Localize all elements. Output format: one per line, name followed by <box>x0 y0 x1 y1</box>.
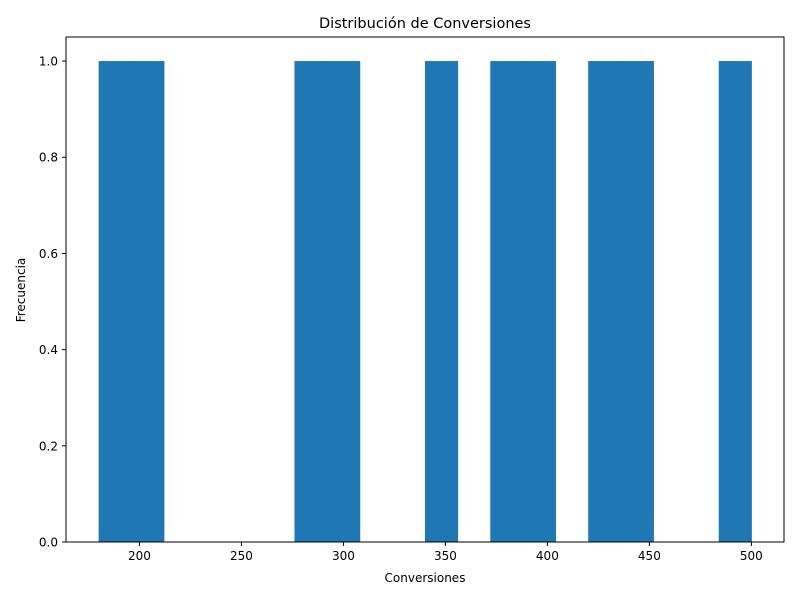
histogram-bar-5 <box>490 61 524 543</box>
histogram-bar-1 <box>131 61 165 543</box>
plot-frame <box>65 36 785 543</box>
histogram-bar-7 <box>588 61 622 543</box>
x-tick-label-2: 300 <box>332 549 355 563</box>
histogram-bar-0 <box>98 61 132 543</box>
y-tick-label-1: 0.2 <box>39 439 58 453</box>
y-tick-label-5: 1.0 <box>39 55 58 69</box>
x-tick-label-6: 500 <box>740 549 763 563</box>
x-tick-label-5: 450 <box>638 549 661 563</box>
x-tick-label-4: 400 <box>536 549 559 563</box>
x-axis-label: Conversiones <box>385 571 466 585</box>
x-axis-ticks: 200 250 300 350 400 450 500 <box>128 542 763 563</box>
x-tick-label-1: 250 <box>230 549 253 563</box>
y-tick-label-0: 0.0 <box>39 536 58 550</box>
bars-layer <box>98 61 752 543</box>
y-axis-label: Frecuencia <box>14 258 28 323</box>
y-tick-label-3: 0.6 <box>39 247 58 261</box>
x-tick-label-3: 350 <box>434 549 457 563</box>
histogram-bar-9 <box>718 61 752 543</box>
x-tick-label-0: 200 <box>128 549 151 563</box>
histogram-bar-3 <box>327 61 361 543</box>
histogram-bar-4 <box>425 61 459 543</box>
histogram-bar-2 <box>294 61 328 543</box>
chart-title: Distribución de Conversiones <box>319 16 531 32</box>
y-tick-label-4: 0.8 <box>39 151 58 165</box>
y-tick-label-2: 0.4 <box>39 343 58 357</box>
histogram-bar-6 <box>522 61 557 543</box>
histogram-bar-8 <box>620 61 654 543</box>
y-axis-ticks: 0.0 0.2 0.4 0.6 0.8 1.0 <box>39 55 66 550</box>
